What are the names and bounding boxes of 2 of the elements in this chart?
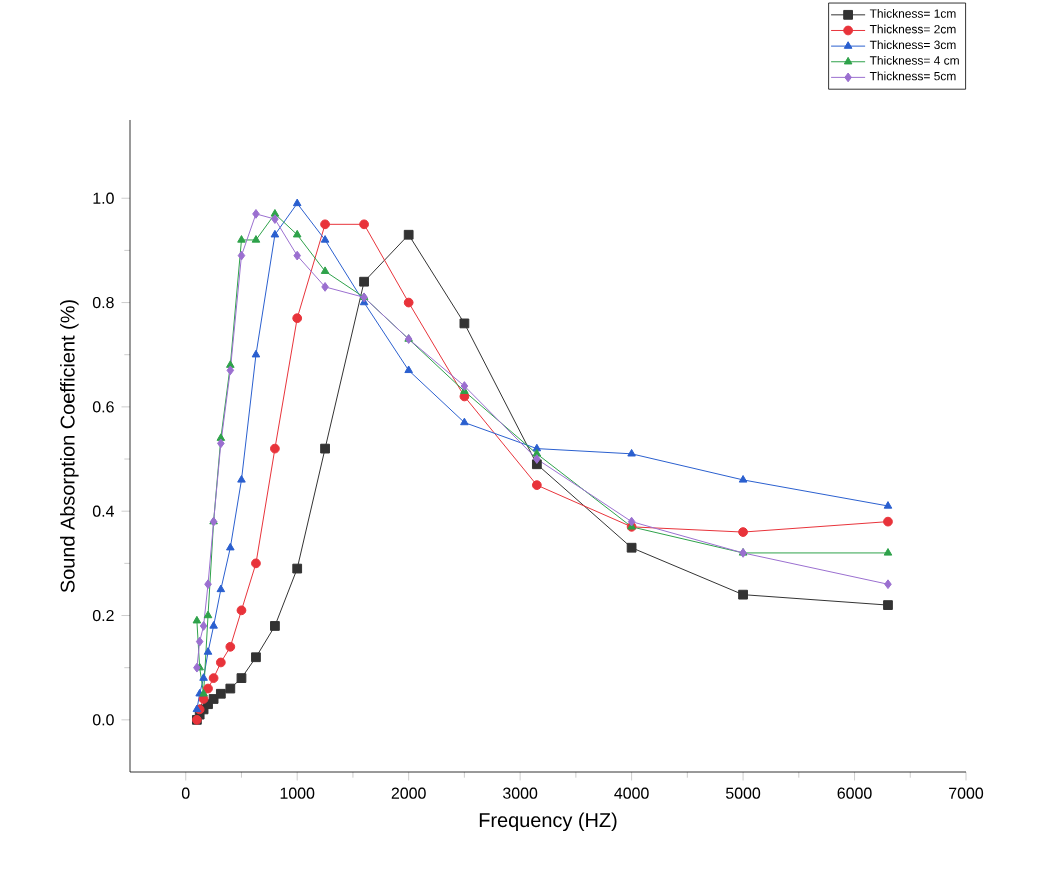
x-axis-title: Frequency (HZ)	[479, 812, 617, 832]
y-axis-title: Sound Absorption Coefficient (%)	[60, 300, 79, 593]
